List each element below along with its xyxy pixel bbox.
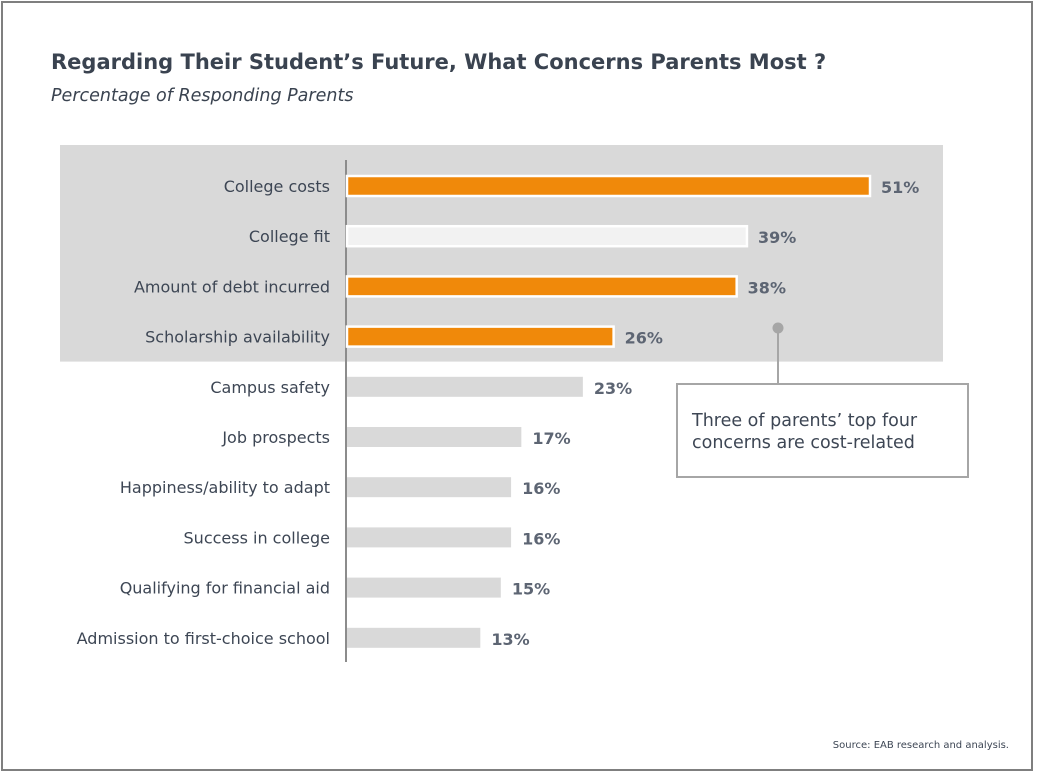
bar-10	[347, 627, 481, 648]
callout-box: Three of parents’ top four concerns are …	[676, 383, 969, 478]
bar-3	[345, 275, 738, 298]
category-label: Job prospects	[221, 428, 330, 447]
bar-9	[347, 577, 501, 598]
bar-6	[347, 427, 522, 447]
value-label: 16%	[522, 529, 560, 548]
bar-1	[345, 174, 872, 198]
value-label: 51%	[881, 178, 919, 197]
bar-8	[347, 527, 512, 548]
category-label: Success in college	[184, 528, 330, 547]
category-label: Qualifying for financial aid	[120, 579, 330, 598]
value-label: 16%	[522, 479, 560, 498]
category-label: Campus safety	[210, 378, 330, 397]
value-label: 39%	[758, 228, 796, 247]
value-label: 17%	[532, 429, 570, 448]
category-label: Amount of debt incurred	[134, 277, 330, 296]
bar-4	[345, 325, 615, 348]
source-note: Source: EAB research and analysis.	[832, 740, 1009, 751]
category-label: College costs	[224, 177, 330, 196]
value-label: 38%	[748, 278, 786, 297]
bar-2	[345, 224, 749, 248]
value-label: 23%	[594, 379, 632, 398]
category-label: Scholarship availability	[145, 328, 330, 347]
value-label: 13%	[491, 630, 529, 649]
chart-title: Regarding Their Student’s Future, What C…	[51, 50, 827, 74]
category-label: College fit	[249, 227, 330, 246]
bar-5	[347, 376, 583, 397]
callout-marker	[772, 322, 784, 334]
chart-subtitle: Percentage of Responding Parents	[51, 86, 354, 106]
value-label: 26%	[625, 329, 663, 348]
value-label: 15%	[512, 580, 550, 599]
callout-text: Three of parents’ top four concerns are …	[692, 411, 918, 453]
category-label: Happiness/ability to adapt	[120, 478, 330, 497]
bar-7	[347, 477, 512, 498]
category-label: Admission to first-choice school	[77, 629, 330, 648]
